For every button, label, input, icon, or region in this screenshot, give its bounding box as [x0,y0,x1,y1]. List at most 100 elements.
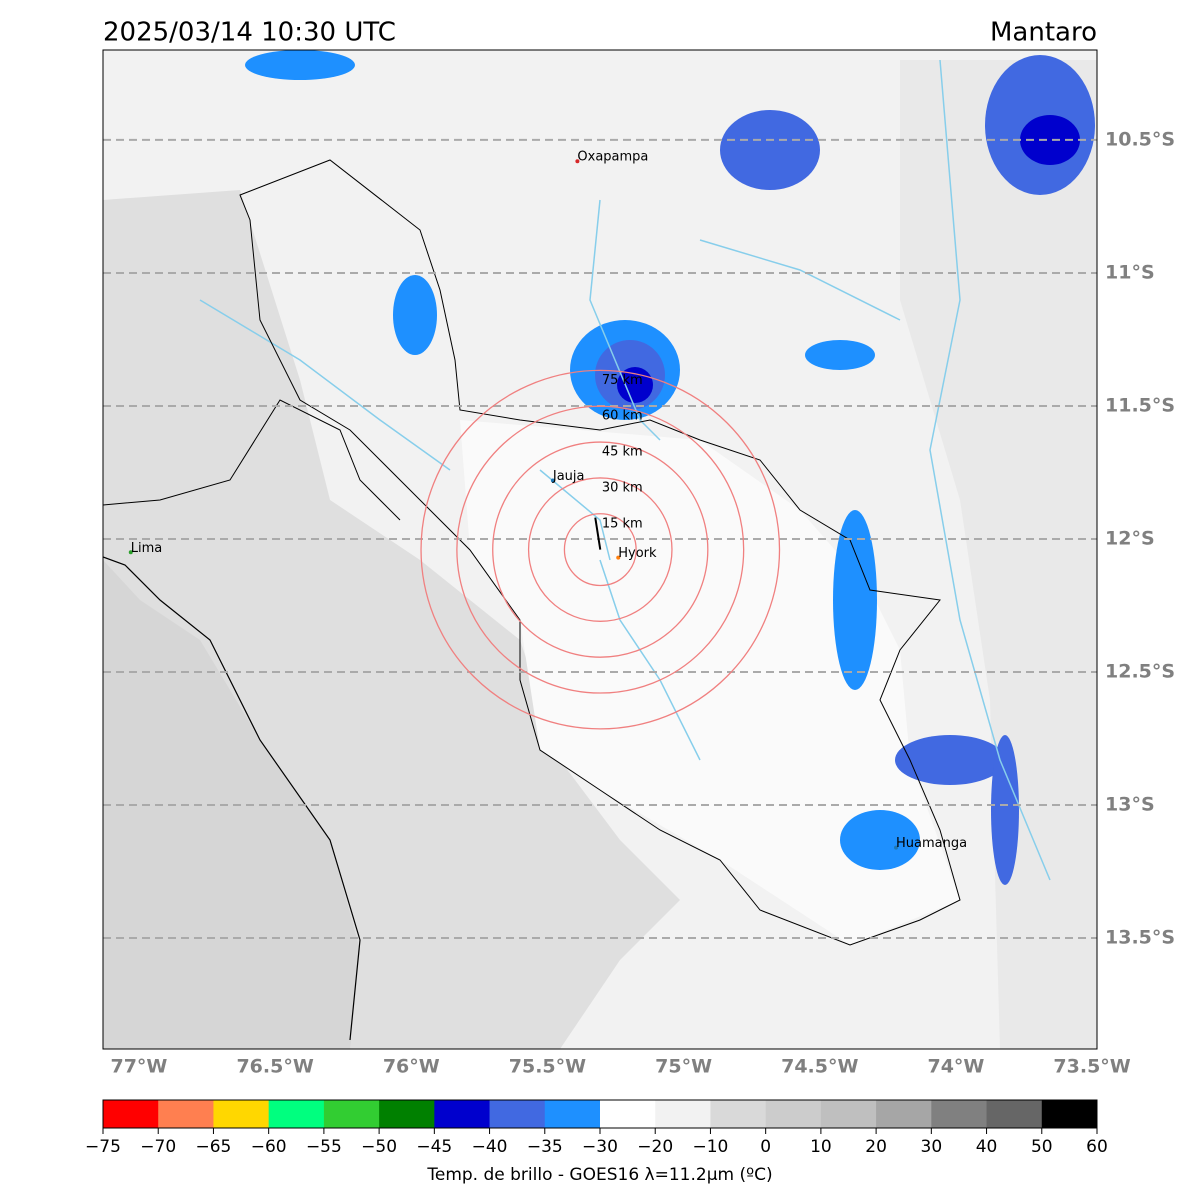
colorbar-tick-label: −40 [472,1137,508,1157]
colorbar-tick-label: −45 [416,1137,452,1157]
range-ring [563,513,637,587]
colorbar-tick-label: −35 [527,1137,563,1157]
colorbar-segment [655,1100,711,1128]
cloud [991,735,1019,885]
colorbar-tick-label: 20 [865,1137,887,1157]
colorbar-segment [103,1100,159,1128]
city-marker [894,845,899,850]
range-ring [456,405,745,694]
river [539,469,611,561]
cloud [1020,115,1080,165]
colorbar-tick-label: −70 [140,1137,176,1157]
city-marker [128,550,133,555]
coastline [103,556,361,1041]
lat-tick-label: 12.5°S [1105,661,1175,683]
department-border [103,399,401,521]
cloud [805,340,875,370]
colorbar-segment [434,1100,491,1128]
city-marker [616,555,621,560]
city-label: Lima [131,541,162,556]
colorbar-segment [1041,1100,1098,1128]
lon-tick-label: 74.5°W [781,1056,858,1078]
cloud [245,50,355,80]
city-label: Jauja [552,469,585,484]
colorbar-tick-label: 0 [760,1137,771,1157]
range-ring [527,477,673,622]
lat-tick-label: 10.5°S [1105,128,1175,150]
colorbar-tick-label: 10 [810,1137,832,1157]
lon-tick-label: 73.5°W [1053,1056,1130,1078]
lat-tick-label: 11.5°S [1105,394,1175,416]
colorbar-tick-label: −65 [195,1137,231,1157]
colorbar-tick-label: 40 [976,1137,998,1157]
lon-tick-label: 76.5°W [236,1056,313,1078]
colorbar-segment [710,1100,767,1128]
range-ring [492,441,709,658]
range-ring [420,369,781,730]
cloud [833,510,877,690]
range-ring-label: 30 km [602,480,643,495]
colorbar-tick-label: 30 [921,1137,943,1157]
station-beam [594,517,602,550]
range-ring-label: 45 km [602,445,643,460]
colorbar-segment [213,1100,270,1128]
river [199,299,451,471]
colorbar-segment [600,1100,656,1128]
city-label: Oxapampa [577,150,648,165]
colorbar-segment [268,1100,325,1128]
lat-tick-label: 11°S [1105,261,1155,283]
colorbar-tick-label: −60 [251,1137,287,1157]
colorbar-segment [323,1100,380,1128]
colorbar-tick-label: −20 [637,1137,673,1157]
colorbar-tick-label: −30 [582,1137,618,1157]
lon-tick-label: 77°W [110,1056,167,1078]
city-marker [550,478,555,483]
city-label: Huamanga [896,836,967,851]
colorbar-tick-label: 60 [1086,1137,1108,1157]
lon-tick-label: 76°W [383,1056,440,1078]
lat-tick-label: 13°S [1105,794,1155,816]
valley-area [460,420,960,945]
title: 2025/03/14 10:30 UTC [103,18,396,48]
colorbar-segment [544,1100,601,1128]
colorbar-segment [820,1100,877,1128]
map-background: 15 km 30 km 45 km 60 km 75 km Oxapampa Jauja Li… [103,50,1097,1049]
city-marker [575,159,580,164]
colorbar-segment [158,1100,214,1128]
colorbar-tick-label: −55 [306,1137,342,1157]
lon-tick-label: 75.5°W [509,1056,586,1078]
range-ring-label: 15 km [602,516,643,531]
overlay: 15 km 30 km 45 km 60 km 75 km Oxapampa Jauja Li… [103,138,1097,940]
lon-tick-label: 75°W [655,1056,712,1078]
colorbar-segment [931,1100,988,1128]
cloud [720,110,820,190]
colorbar-tick-label: −50 [361,1137,397,1157]
lat-tick-label: 12°S [1105,527,1155,549]
colorbar-label: Temp. de brillo - GOES16 λ=11.2μm (ºC) [426,1165,772,1185]
cloud [393,275,437,355]
colorbar-segment [765,1100,822,1128]
cloud-tops [245,50,1095,885]
colorbar-tick-label: −10 [692,1137,728,1157]
basin-boundary [239,159,961,946]
region-name: Mantaro [990,18,1097,48]
cloud [840,810,920,870]
colorbar-segment [876,1100,932,1128]
lon-tick-label: 74°W [927,1056,984,1078]
city-label: Hyork [618,546,657,561]
river [929,59,1051,881]
range-ring-label: 60 km [602,409,643,424]
colorbar-segment [489,1100,546,1128]
range-ring-label: 75 km [602,373,643,388]
colorbar-segment [379,1100,435,1128]
colorbar-segment [986,1100,1043,1128]
river [699,239,901,321]
river [589,199,661,441]
lat-tick-label: 13.5°S [1105,927,1175,949]
colorbar-tick-label: −75 [85,1137,121,1157]
colorbar-tick-label: 50 [1031,1137,1053,1157]
cloud [895,735,1005,785]
coastal-area [103,190,680,1049]
